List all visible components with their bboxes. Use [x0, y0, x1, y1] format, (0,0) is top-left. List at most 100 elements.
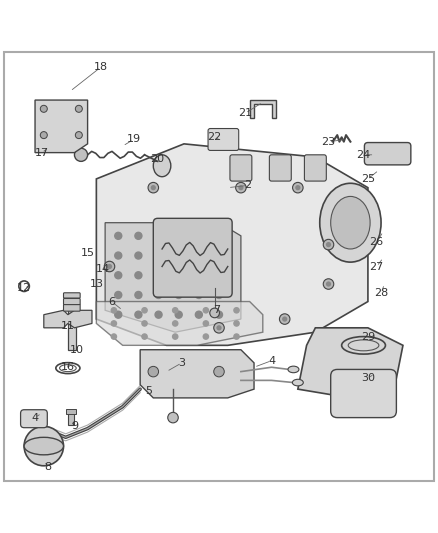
Text: 3: 3: [178, 358, 185, 368]
FancyBboxPatch shape: [304, 155, 326, 181]
Polygon shape: [35, 100, 88, 152]
Circle shape: [155, 252, 162, 259]
Circle shape: [24, 426, 64, 466]
Circle shape: [173, 334, 178, 339]
Circle shape: [215, 292, 223, 298]
Circle shape: [104, 261, 115, 272]
Circle shape: [215, 252, 223, 259]
Circle shape: [326, 242, 331, 247]
FancyBboxPatch shape: [64, 298, 80, 304]
Circle shape: [238, 185, 244, 190]
Circle shape: [135, 272, 142, 279]
Text: 30: 30: [361, 373, 375, 383]
Text: 22: 22: [208, 132, 222, 142]
Circle shape: [282, 317, 287, 322]
FancyBboxPatch shape: [230, 155, 252, 181]
Polygon shape: [105, 223, 241, 332]
Circle shape: [234, 308, 239, 313]
Circle shape: [111, 321, 117, 326]
Circle shape: [195, 252, 202, 259]
Text: 4: 4: [32, 413, 39, 423]
Bar: [66, 409, 76, 414]
FancyBboxPatch shape: [153, 219, 232, 297]
Text: 10: 10: [70, 345, 84, 355]
Circle shape: [115, 232, 122, 239]
Circle shape: [195, 232, 202, 239]
Circle shape: [107, 264, 112, 269]
Circle shape: [203, 308, 208, 313]
Text: 27: 27: [370, 262, 384, 271]
Circle shape: [215, 272, 223, 279]
Circle shape: [115, 252, 122, 259]
Text: 20: 20: [151, 154, 165, 164]
Circle shape: [111, 334, 117, 339]
FancyBboxPatch shape: [64, 293, 80, 298]
Circle shape: [148, 366, 159, 377]
Circle shape: [155, 292, 162, 298]
Circle shape: [173, 308, 178, 313]
Polygon shape: [250, 100, 276, 118]
Polygon shape: [96, 144, 368, 345]
Ellipse shape: [293, 379, 304, 386]
Circle shape: [175, 311, 182, 318]
Circle shape: [135, 311, 142, 318]
FancyBboxPatch shape: [64, 304, 80, 311]
Circle shape: [155, 311, 162, 318]
FancyBboxPatch shape: [269, 155, 291, 181]
Text: 29: 29: [361, 332, 375, 342]
Text: 7: 7: [213, 305, 220, 316]
Text: 12: 12: [17, 284, 31, 293]
FancyBboxPatch shape: [364, 142, 411, 165]
Circle shape: [155, 232, 162, 239]
Circle shape: [115, 311, 122, 318]
Text: 6: 6: [108, 296, 115, 306]
FancyBboxPatch shape: [21, 410, 47, 427]
Circle shape: [279, 314, 290, 324]
Circle shape: [148, 182, 159, 193]
Circle shape: [175, 292, 182, 298]
Circle shape: [210, 308, 219, 318]
Text: 4: 4: [268, 356, 275, 366]
Circle shape: [215, 232, 223, 239]
Circle shape: [293, 182, 303, 193]
Ellipse shape: [331, 197, 370, 249]
Text: 5: 5: [145, 386, 152, 397]
Circle shape: [173, 321, 178, 326]
Circle shape: [142, 334, 147, 339]
Circle shape: [195, 292, 202, 298]
Text: 25: 25: [361, 174, 375, 184]
Text: 13: 13: [89, 279, 103, 289]
Text: 8: 8: [45, 462, 52, 472]
Circle shape: [234, 334, 239, 339]
Circle shape: [175, 252, 182, 259]
Text: 15: 15: [81, 248, 95, 259]
Circle shape: [115, 292, 122, 298]
Circle shape: [75, 106, 82, 112]
Circle shape: [203, 321, 208, 326]
Ellipse shape: [24, 437, 64, 455]
Text: 23: 23: [321, 136, 336, 147]
Text: 21: 21: [238, 108, 252, 118]
Circle shape: [216, 325, 222, 330]
Text: 28: 28: [374, 288, 388, 298]
Circle shape: [195, 311, 202, 318]
Circle shape: [195, 272, 202, 279]
Circle shape: [40, 132, 47, 139]
Text: 17: 17: [35, 148, 49, 158]
Text: 2: 2: [244, 181, 251, 190]
Text: 24: 24: [357, 150, 371, 160]
Ellipse shape: [153, 155, 171, 177]
FancyBboxPatch shape: [331, 369, 396, 418]
Circle shape: [155, 272, 162, 279]
Polygon shape: [140, 350, 254, 398]
Circle shape: [175, 232, 182, 239]
Circle shape: [74, 148, 88, 161]
Ellipse shape: [288, 366, 299, 373]
Circle shape: [234, 321, 239, 326]
Text: 14: 14: [96, 264, 110, 273]
Circle shape: [135, 232, 142, 239]
Circle shape: [326, 281, 331, 287]
Circle shape: [142, 308, 147, 313]
Text: 11: 11: [61, 321, 75, 330]
Circle shape: [142, 321, 147, 326]
